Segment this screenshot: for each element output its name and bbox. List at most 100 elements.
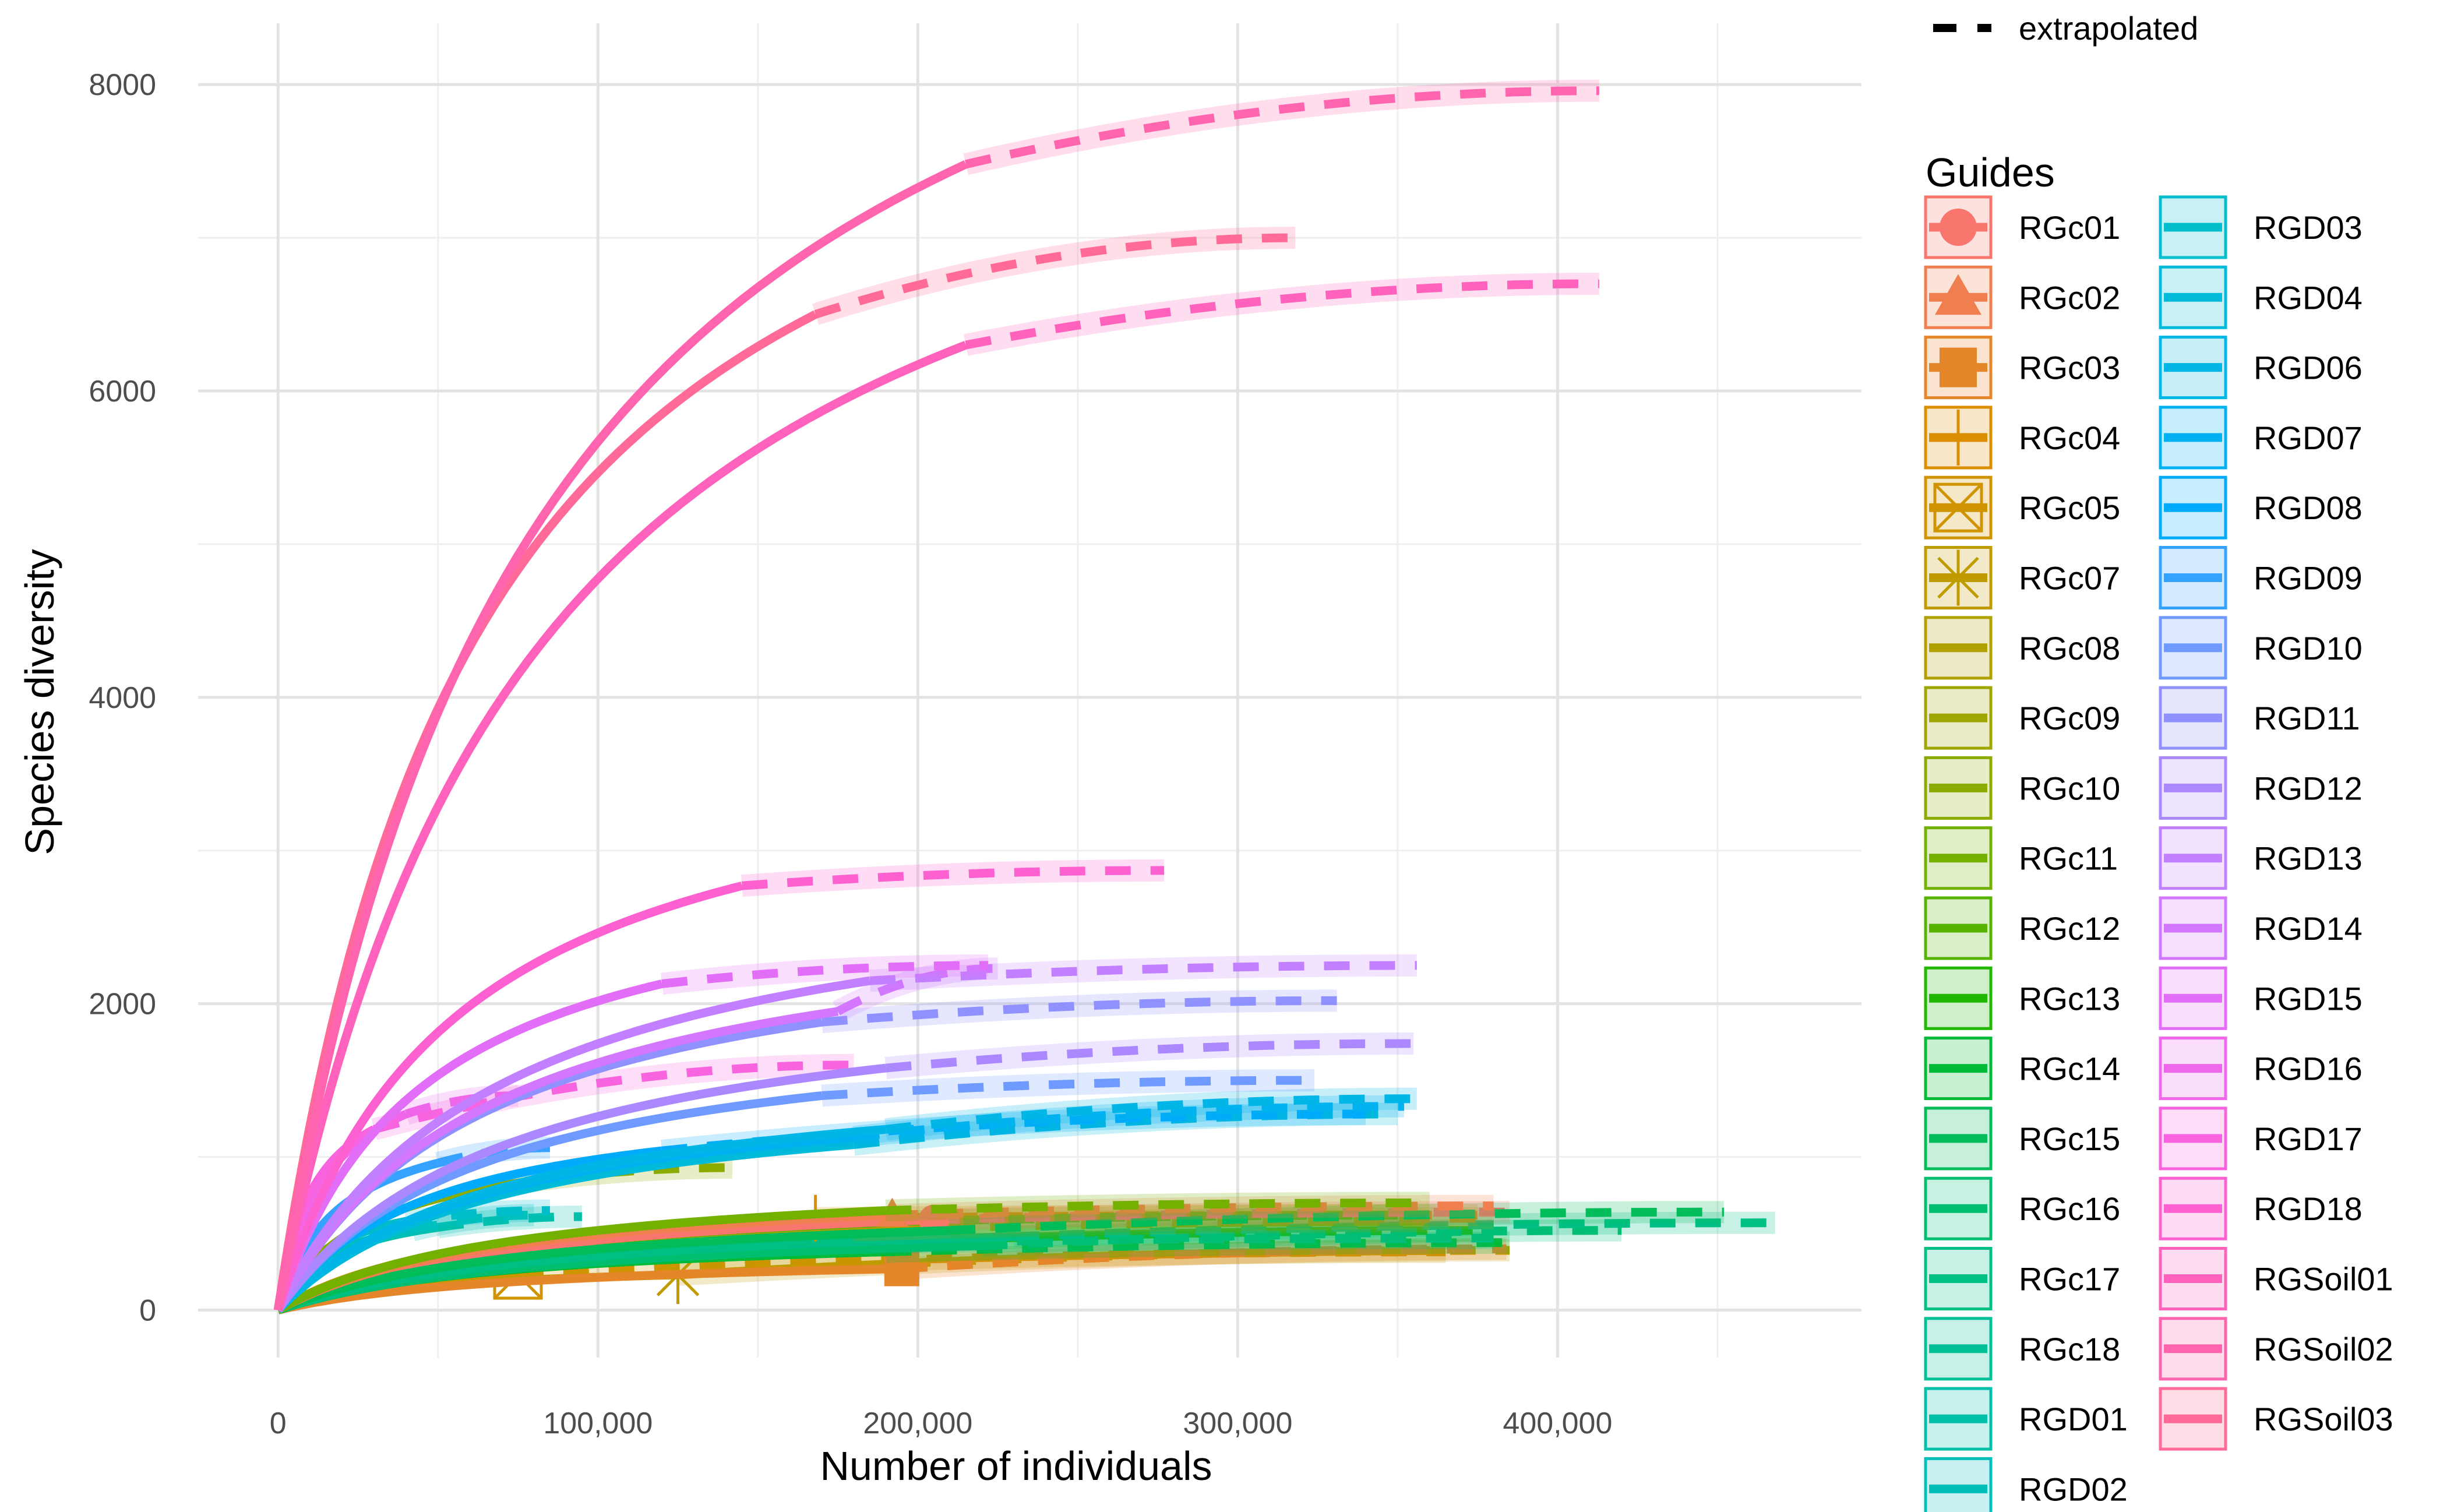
legend-title: Guides bbox=[1926, 150, 2055, 195]
extrapolated-line bbox=[741, 866, 1165, 890]
series-RGD06 bbox=[274, 1087, 1417, 1314]
legend-item-RGc09: RGc09 bbox=[1924, 686, 2120, 750]
x-tick-label: 400,000 bbox=[1503, 1407, 1612, 1440]
extrapolated-line bbox=[821, 996, 1337, 1027]
y-axis-title: Species diversity bbox=[17, 549, 62, 855]
legend-key-marker bbox=[1940, 209, 1977, 246]
legend-item-RGD04: RGD04 bbox=[2159, 265, 2363, 329]
legend-label: RGc08 bbox=[2019, 630, 2120, 667]
legend-item-RGc13: RGc13 bbox=[1924, 966, 2120, 1030]
extrapolated-line bbox=[821, 1076, 1315, 1100]
legend-item-RGc05: RGc05 bbox=[1924, 475, 2120, 540]
legend-label: RGc09 bbox=[2019, 700, 2120, 736]
legend-label: RGc05 bbox=[2019, 489, 2120, 526]
legend-label: RGD15 bbox=[2254, 980, 2363, 1017]
series-RGD13 bbox=[274, 954, 1417, 1313]
legend-item-RGc04: RGc04 bbox=[1924, 406, 2120, 470]
legend-label: RGSoil01 bbox=[2254, 1261, 2393, 1298]
extrapolated-line bbox=[981, 1226, 1622, 1250]
extrapolated-key-label: extrapolated bbox=[2019, 10, 2198, 47]
legend-label: RGD13 bbox=[2254, 840, 2363, 877]
legend-key-marker-cross bbox=[1934, 483, 1983, 532]
legend-label: RGc18 bbox=[2019, 1331, 2120, 1368]
legend-item-RGSoil03: RGSoil03 bbox=[2159, 1387, 2393, 1451]
legend-item-RGD14: RGD14 bbox=[2159, 896, 2363, 960]
legend-label: RGc13 bbox=[2019, 980, 2120, 1017]
x-tick-label: 0 bbox=[270, 1407, 287, 1440]
legend-label: RGD03 bbox=[2254, 209, 2363, 246]
legend-item-RGc01: RGc01 bbox=[1924, 195, 2120, 259]
legend-item-RGD18: RGD18 bbox=[2159, 1176, 2363, 1240]
x-tick-label: 200,000 bbox=[863, 1407, 972, 1440]
series-RGSoil02 bbox=[273, 79, 1599, 1311]
series-RGSoil01 bbox=[273, 273, 1599, 1311]
rarefied-line bbox=[274, 1206, 886, 1314]
x-axis-ticks: 0 100,000 200,000 300,000 400,000 bbox=[270, 1407, 1613, 1440]
legend-label: RGD09 bbox=[2254, 560, 2363, 597]
legend-label: RGc04 bbox=[2019, 420, 2120, 456]
legend-item-RGD10: RGD10 bbox=[2159, 616, 2363, 680]
legend-item-RGD07: RGD07 bbox=[2159, 406, 2363, 470]
legend-key-marker bbox=[1933, 409, 1984, 466]
legend-item-RGD01: RGD01 bbox=[1924, 1387, 2128, 1451]
legend-item-RGc11: RGc11 bbox=[1924, 826, 2118, 890]
legend-item-RGD13: RGD13 bbox=[2159, 826, 2363, 890]
legend-item-RGc18: RGc18 bbox=[1924, 1317, 2120, 1381]
legend-item-RGc03: RGc03 bbox=[1924, 336, 2120, 400]
legend-item-RGD17: RGD17 bbox=[2159, 1106, 2363, 1171]
extrapolation-band bbox=[884, 1087, 1417, 1141]
legend-label: RGc07 bbox=[2019, 560, 2120, 597]
legend-label: RGc01 bbox=[2019, 209, 2120, 246]
y-tick-label: 0 bbox=[139, 1294, 156, 1327]
legend-label: RGc16 bbox=[2019, 1190, 2120, 1227]
legend-item-RGc02: RGc02 bbox=[1924, 265, 2120, 329]
extrapolated-line bbox=[965, 86, 1599, 169]
legend-label: RGD17 bbox=[2254, 1120, 2363, 1157]
legend-item-RGSoil01: RGSoil01 bbox=[2159, 1247, 2393, 1310]
legend-item-RGc07: RGc07 bbox=[1924, 546, 2120, 609]
legend-label: RGc15 bbox=[2019, 1120, 2120, 1157]
y-tick-label: 6000 bbox=[89, 375, 156, 408]
legend-item-RGD06: RGD06 bbox=[2159, 336, 2363, 400]
observed-point bbox=[884, 1251, 919, 1287]
curves bbox=[273, 79, 1775, 1314]
legend-label: RGD16 bbox=[2254, 1051, 2363, 1087]
x-tick-label: 100,000 bbox=[543, 1407, 653, 1440]
legend-label: RGD01 bbox=[2019, 1401, 2128, 1437]
x-tick-label: 300,000 bbox=[1183, 1407, 1292, 1440]
legend-label: RGc11 bbox=[2019, 840, 2118, 877]
legend-label: RGSoil02 bbox=[2254, 1331, 2393, 1368]
x-axis-title: Number of individuals bbox=[820, 1443, 1212, 1489]
legend-item-RGc10: RGc10 bbox=[1924, 756, 2120, 820]
legend-label: RGD02 bbox=[2019, 1471, 2128, 1507]
legend-key-marker bbox=[1933, 482, 1983, 533]
legend-label: RGD14 bbox=[2254, 910, 2363, 947]
legend-label: RGD18 bbox=[2254, 1190, 2363, 1227]
y-axis-ticks: 0 2000 4000 6000 8000 bbox=[89, 68, 156, 1327]
rarefied-line bbox=[274, 1125, 887, 1314]
legend-label: RGc03 bbox=[2019, 350, 2120, 386]
legend-label: RGD07 bbox=[2254, 420, 2363, 456]
guides-legend: RGc01 RGc02 RGc03 RGc04 RGc05 RGc07 RGc08 RGc09… bbox=[1924, 195, 2393, 1512]
legend-item-RGD16: RGD16 bbox=[2159, 1037, 2363, 1101]
legend-item-RGc12: RGc12 bbox=[1924, 896, 2120, 960]
legend-key-marker bbox=[1933, 549, 1984, 606]
extrapolated-line bbox=[853, 1102, 1404, 1141]
extrapolated-line bbox=[814, 233, 1296, 319]
legend-label: RGc10 bbox=[2019, 770, 2120, 806]
series-RGD18 bbox=[274, 859, 1165, 1313]
extrapolation-band bbox=[964, 273, 1599, 356]
series-RGD12 bbox=[274, 1032, 1414, 1313]
legend-label: RGD08 bbox=[2254, 489, 2363, 526]
linetype-legend: extrapolated bbox=[1933, 10, 2198, 47]
extrapolation-band bbox=[963, 79, 1599, 175]
extrapolated-line bbox=[661, 961, 989, 988]
legend-item-RGD03: RGD03 bbox=[2159, 195, 2363, 259]
legend-label: RGc14 bbox=[2019, 1051, 2120, 1087]
y-tick-label: 4000 bbox=[89, 681, 156, 715]
legend-item-RGc14: RGc14 bbox=[1924, 1037, 2120, 1101]
legend-label: RGD12 bbox=[2254, 770, 2363, 806]
legend-item-RGD09: RGD09 bbox=[2159, 546, 2363, 609]
legend-item-RGc08: RGc08 bbox=[1924, 616, 2120, 680]
